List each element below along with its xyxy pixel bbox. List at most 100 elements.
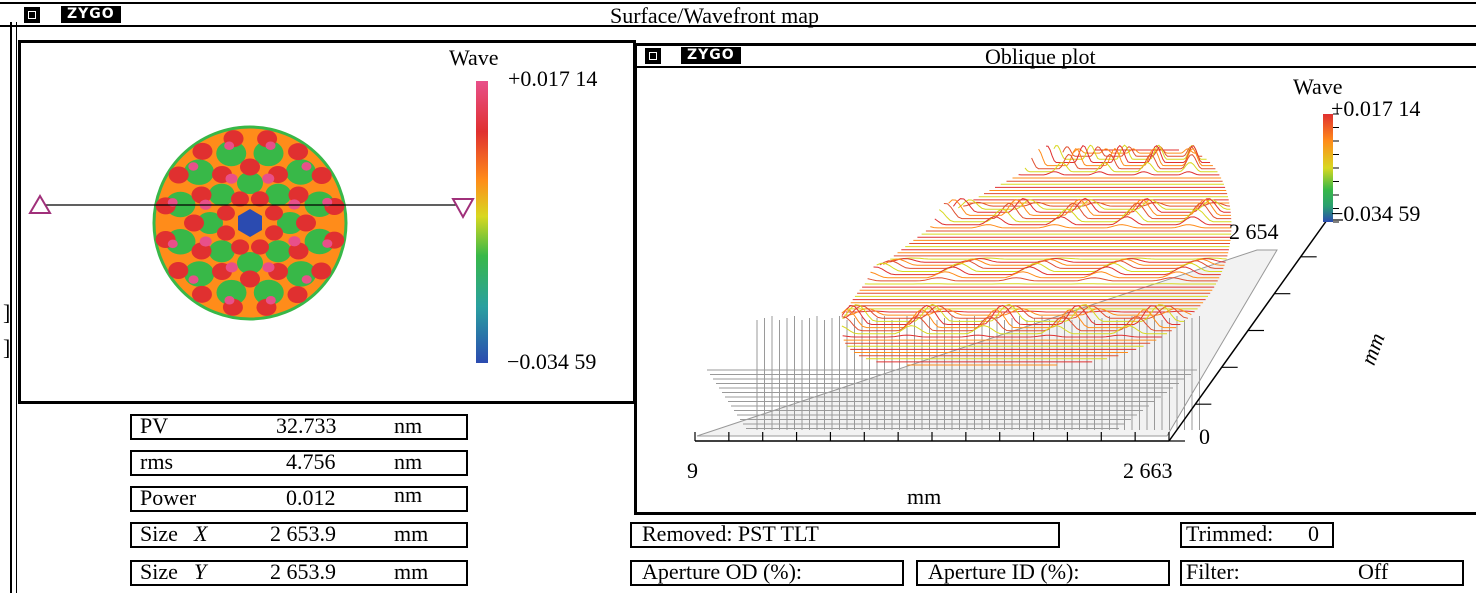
surface-spot (188, 162, 199, 171)
stat-label: rms (140, 449, 173, 474)
surface-spot (286, 261, 317, 287)
surface-trace-line (890, 257, 1227, 260)
surface-trace-line (1073, 148, 1197, 154)
surface-trace-line (841, 325, 1167, 335)
surface-spot (224, 296, 235, 305)
window-top-line (0, 2, 1476, 4)
surface-trace-line (870, 271, 1220, 279)
surface-spot (251, 239, 270, 255)
surface-spot (265, 240, 292, 263)
stat-row-rms: rms 4.756 nm (130, 449, 468, 476)
oblique-plot-svg (694, 113, 1343, 442)
surface-spot (253, 140, 284, 167)
side-bracket-1: ] (3, 300, 11, 325)
surface-spot (217, 225, 236, 241)
surface-trace-line (879, 260, 1224, 269)
surface-spot (253, 279, 284, 306)
surface-spot (197, 211, 223, 235)
aperture-od-text: Aperture OD (%): (642, 559, 803, 584)
aperture-od-box: Aperture OD (%): (630, 559, 904, 586)
surface-spot (216, 140, 247, 167)
stat-value: 4.756 (286, 449, 336, 474)
zygo-logo: ZYGO (61, 6, 121, 23)
surface-spot (184, 261, 215, 287)
surface-trace-line (883, 258, 1225, 266)
surface-trace-line (873, 266, 1221, 276)
stat-axis: X (194, 521, 208, 546)
surface-trace-line (957, 199, 1231, 210)
stat-label: PV (140, 413, 169, 438)
surface-spot (191, 186, 212, 204)
surface-trace-line (845, 310, 1195, 313)
surface-spot (224, 141, 235, 151)
stat-unit: mm (394, 559, 429, 584)
window-left-border (10, 22, 12, 593)
stat-unit: nm (394, 413, 423, 438)
surface-spot (240, 270, 260, 288)
main-window-title: Surface/Wavefront map (610, 3, 819, 28)
surface-spot (231, 239, 250, 255)
profile-end-marker-icon[interactable] (451, 198, 475, 220)
oblique-plot-panel: ZYGO Oblique plot Wave +0.017 14 −0.034 … (634, 43, 1476, 515)
surface-trace-line (1045, 144, 1211, 163)
filter-label: Filter: (1186, 559, 1240, 584)
surface-spot (191, 242, 212, 260)
stat-row-pv: PV 32.733 nm (130, 413, 468, 440)
oblique-y-axis-end: 2 654 (1229, 219, 1279, 244)
surface-spot (265, 225, 284, 241)
surface-spot (184, 214, 204, 232)
oblique-x-axis-unit: mm (907, 484, 942, 509)
surface-trace-line (952, 197, 1231, 213)
map-colorbar-min: −0.034 59 (507, 349, 597, 374)
main-close-icon[interactable] (24, 7, 40, 23)
surface-spot (322, 197, 333, 207)
surface-trace-line (876, 262, 1223, 272)
surface-spot (168, 262, 189, 280)
side-bracket-2: ] (3, 335, 11, 360)
surface-spot (288, 186, 309, 204)
surface-spot (208, 183, 235, 206)
stat-value: 2 653.9 (270, 521, 336, 546)
surface-spot (240, 158, 260, 176)
oblique-colorbar (1323, 114, 1333, 222)
oblique-colorbar-title: Wave (1293, 74, 1343, 99)
stat-unit: mm (394, 521, 429, 546)
stat-value: 0.012 (286, 485, 336, 510)
surface-spot (301, 162, 312, 171)
trimmed-box: Trimmed: 0 (1180, 521, 1334, 548)
surface-spot (262, 173, 275, 184)
surface-spot (285, 159, 316, 185)
surface-spot (250, 191, 269, 207)
surface-trace-line (934, 216, 1232, 226)
oblique-close-icon[interactable] (645, 48, 661, 64)
surface-trace-line (841, 304, 1181, 325)
window-left-border-inner (16, 22, 17, 593)
surface-spot (277, 211, 303, 235)
surface-spot (265, 141, 276, 150)
stat-label: Power (140, 485, 197, 510)
stat-unit: nm (394, 449, 423, 474)
trimmed-value: 0 (1308, 521, 1319, 546)
oblique-window-title: Oblique plot (985, 44, 1096, 69)
surface-spot (188, 275, 199, 284)
stat-label: Size (140, 521, 178, 546)
surface-trace-line (1053, 144, 1207, 160)
main-title-bar[interactable]: ZYGO Surface/Wavefront map (0, 3, 1476, 28)
surface-spot (265, 295, 276, 305)
surface-spot (191, 285, 212, 303)
surface-spot (265, 183, 292, 206)
surface-spot (288, 143, 309, 161)
profile-start-marker-icon[interactable] (28, 194, 52, 214)
surface-spot (288, 236, 301, 247)
trimmed-label: Trimmed: (1186, 521, 1274, 546)
surface-trace-line (930, 224, 1232, 229)
oblique-colorbar-max: +0.017 14 (1331, 96, 1421, 121)
surface-trace-line (842, 303, 1185, 322)
central-depression (238, 209, 262, 237)
removed-terms-text: Removed: PST TLT (642, 521, 819, 546)
surface-trace-line (867, 277, 1218, 282)
surface-spot (237, 171, 263, 195)
surface-trace-line (1018, 171, 1220, 176)
stat-value: 2 653.9 (270, 559, 336, 584)
oblique-title-bar[interactable]: ZYGO Oblique plot (637, 44, 1476, 69)
